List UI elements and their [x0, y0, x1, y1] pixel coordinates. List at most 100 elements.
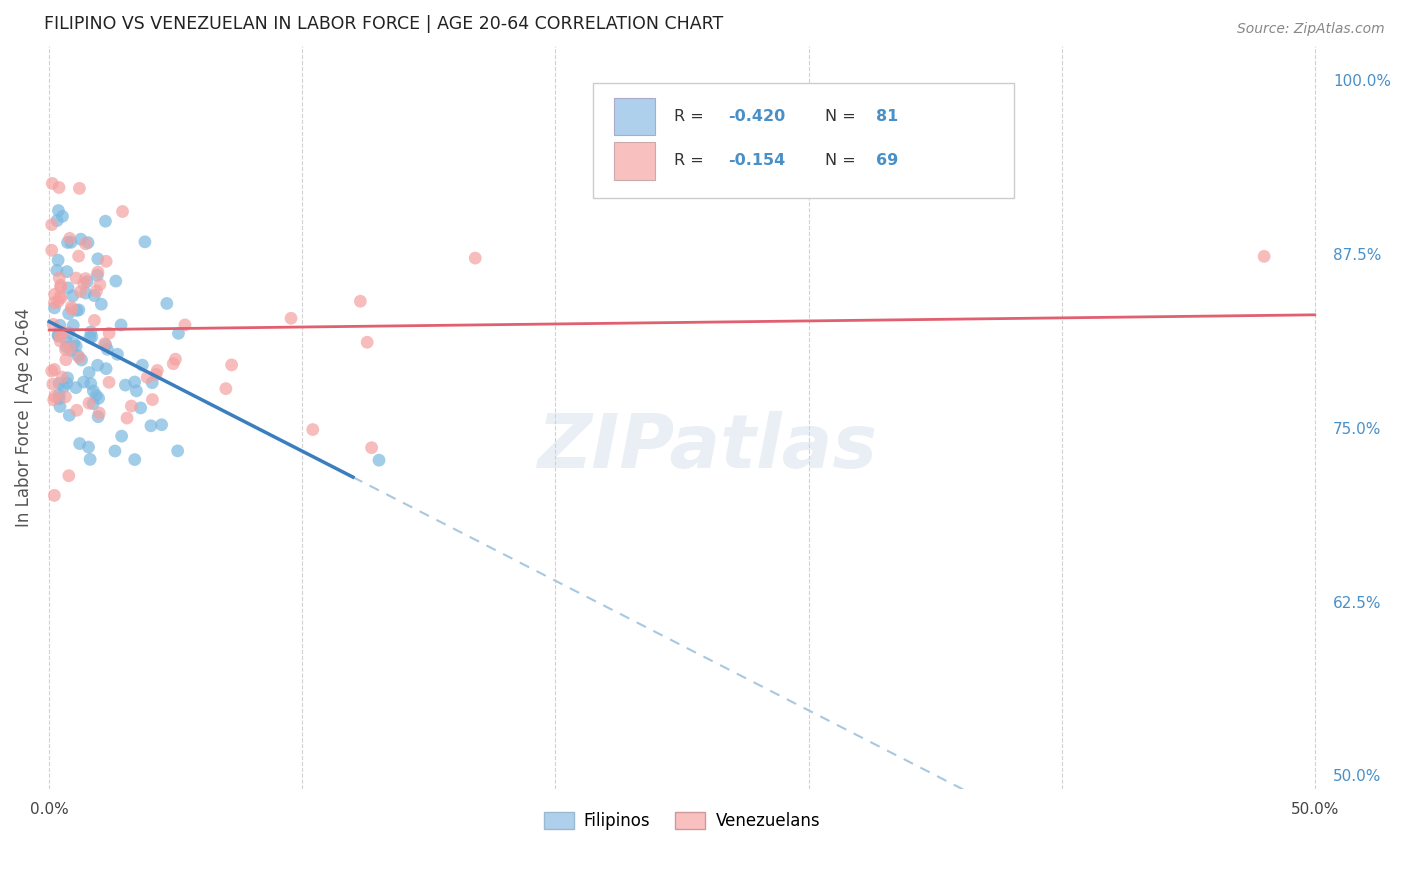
- Point: [41, 177, 63, 191]
- Point: [48, 392, 70, 406]
- Point: [42, 377, 65, 392]
- Text: Source: ZipAtlas.com: Source: ZipAtlas.com: [1237, 22, 1385, 37]
- Point: [62, 336, 84, 351]
- Point: [52, 326, 75, 340]
- Point: [45, 263, 67, 277]
- Point: [44, 389, 66, 403]
- Point: [58, 468, 80, 483]
- Point: [166, 443, 188, 458]
- Point: [82, 397, 104, 411]
- Text: -0.154: -0.154: [728, 153, 785, 169]
- Point: [70, 353, 93, 368]
- Point: [87, 391, 110, 405]
- Point: [82, 384, 104, 398]
- Text: ZIPatlas: ZIPatlas: [537, 410, 877, 483]
- Point: [56, 235, 79, 250]
- Point: [41, 218, 63, 232]
- Legend: Filipinos, Venezuelans: Filipinos, Venezuelans: [537, 805, 827, 837]
- Point: [49, 278, 72, 293]
- Text: R =: R =: [675, 109, 709, 124]
- Point: [58, 409, 80, 423]
- Point: [77, 366, 100, 380]
- Point: [120, 399, 142, 413]
- Point: [83, 288, 105, 302]
- Point: [349, 294, 371, 309]
- FancyBboxPatch shape: [593, 83, 1014, 198]
- Point: [75, 286, 97, 301]
- Point: [65, 339, 87, 353]
- Point: [55, 390, 77, 404]
- Point: [80, 376, 103, 391]
- Point: [77, 396, 100, 410]
- Text: -0.420: -0.420: [728, 109, 785, 124]
- Point: [79, 452, 101, 467]
- Point: [301, 423, 323, 437]
- Point: [174, 318, 197, 332]
- Point: [115, 411, 138, 425]
- Point: [46, 213, 69, 227]
- Point: [44, 296, 66, 310]
- Point: [129, 401, 152, 415]
- Point: [215, 382, 238, 396]
- Point: [59, 341, 82, 355]
- Point: [87, 409, 110, 424]
- Point: [58, 307, 80, 321]
- Point: [89, 406, 111, 420]
- Point: [48, 388, 70, 402]
- Point: [75, 271, 97, 285]
- Point: [136, 370, 159, 384]
- Point: [98, 376, 121, 390]
- Point: [98, 326, 121, 340]
- Text: R =: R =: [675, 153, 709, 169]
- Point: [49, 280, 72, 294]
- Point: [55, 340, 77, 354]
- Point: [280, 311, 302, 326]
- Point: [368, 453, 391, 467]
- Point: [90, 297, 112, 311]
- Point: [51, 210, 73, 224]
- Point: [72, 375, 94, 389]
- Point: [124, 452, 146, 467]
- Bar: [614, 98, 655, 135]
- Point: [75, 236, 97, 251]
- Bar: [614, 143, 655, 179]
- Point: [56, 376, 79, 391]
- Point: [114, 378, 136, 392]
- Point: [134, 235, 156, 249]
- Point: [44, 301, 66, 315]
- Y-axis label: In Labor Force | Age 20-64: In Labor Force | Age 20-64: [15, 308, 32, 527]
- Point: [73, 277, 96, 291]
- Point: [46, 329, 69, 343]
- Point: [111, 204, 134, 219]
- Point: [49, 329, 72, 343]
- Point: [44, 488, 66, 502]
- Point: [146, 363, 169, 377]
- Text: 69: 69: [876, 153, 898, 169]
- Point: [56, 371, 79, 385]
- Point: [94, 337, 117, 351]
- Point: [42, 318, 65, 332]
- Point: [77, 235, 100, 250]
- Text: 81: 81: [876, 109, 898, 124]
- Point: [1253, 249, 1275, 263]
- Point: [104, 444, 127, 458]
- Point: [150, 417, 173, 432]
- Point: [60, 343, 83, 358]
- Point: [67, 302, 90, 317]
- Point: [165, 352, 187, 367]
- Point: [51, 370, 73, 384]
- Point: [60, 302, 83, 317]
- Point: [49, 318, 72, 333]
- Point: [111, 429, 134, 443]
- Point: [77, 440, 100, 454]
- Point: [80, 330, 103, 344]
- Point: [44, 362, 66, 376]
- Point: [49, 400, 72, 414]
- Point: [139, 418, 162, 433]
- Point: [84, 388, 107, 402]
- Point: [167, 326, 190, 341]
- Point: [80, 325, 103, 339]
- Point: [66, 349, 89, 363]
- Point: [46, 294, 69, 309]
- Point: [124, 375, 146, 389]
